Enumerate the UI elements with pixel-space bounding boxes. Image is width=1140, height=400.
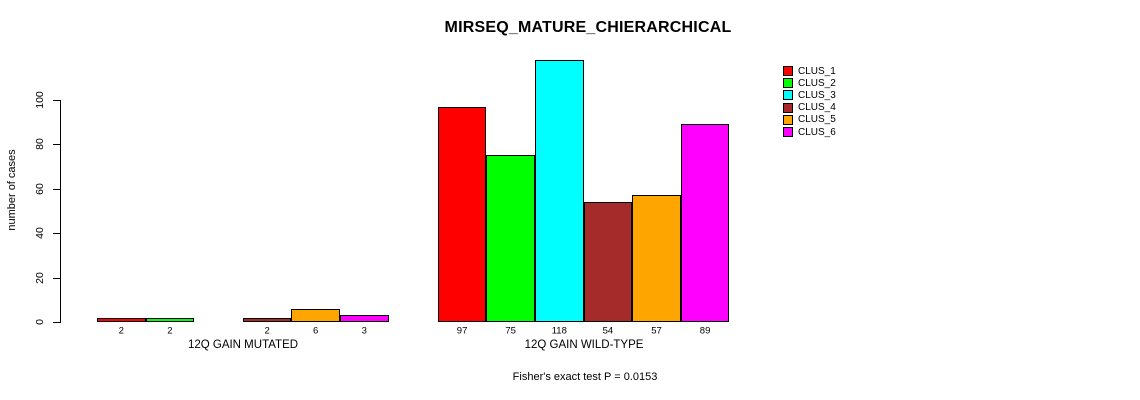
bar-mutated-clus_5: [291, 309, 340, 322]
y-tick-label-0: 0: [34, 319, 46, 325]
legend-item-clus_4: CLUS_4: [783, 102, 836, 114]
bar-wild-type-clus_5: [632, 195, 681, 322]
bar-wild-type-clus_6: [680, 124, 730, 322]
legend-label: CLUS_5: [798, 114, 836, 126]
legend-label: CLUS_2: [798, 77, 836, 89]
legend-swatch-icon: [783, 78, 793, 89]
bar-mutated-clus_4: [242, 318, 292, 322]
bar-value-label: 97: [456, 325, 468, 337]
bar-wild-type-clus_2: [486, 155, 535, 322]
bar-value-label: 6: [313, 325, 319, 337]
bar-mutated-clus_6: [340, 315, 389, 322]
legend-item-clus_3: CLUS_3: [783, 89, 836, 101]
bar-mutated-clus_1: [97, 318, 146, 322]
fisher-test-footnote: Fisher's exact test P = 0.0153: [512, 371, 658, 383]
y-axis-label: number of cases: [6, 149, 18, 231]
legend-item-clus_5: CLUS_5: [783, 114, 836, 126]
y-tick-20: [53, 277, 60, 279]
bar-value-label: 2: [167, 325, 173, 337]
bar-value-label: 118: [551, 325, 567, 337]
legend-item-clus_1: CLUS_1: [783, 65, 836, 77]
legend-swatch-icon: [783, 127, 793, 138]
y-tick-label-80: 80: [34, 138, 46, 151]
bar-wild-type-clus_3: [535, 60, 584, 322]
bar-wild-type-clus_4: [583, 202, 633, 322]
y-tick-0: [53, 322, 60, 323]
legend-swatch-icon: [783, 90, 793, 101]
bar-mutated-clus_2: [145, 318, 195, 322]
bar-value-label: 2: [264, 325, 270, 337]
y-tick-60: [53, 188, 60, 190]
legend-label: CLUS_3: [798, 89, 836, 101]
y-axis-line: [60, 100, 61, 323]
y-tick-label-60: 60: [34, 182, 46, 195]
bar-wild-type-clus_1: [437, 107, 487, 322]
legend-swatch-icon: [783, 66, 793, 77]
bar-value-label: 89: [699, 325, 711, 337]
legend-swatch-icon: [783, 114, 793, 125]
bar-value-label: 57: [651, 325, 662, 337]
bar-value-label: 3: [361, 325, 367, 337]
legend-item-clus_6: CLUS_6: [783, 126, 836, 138]
legend: CLUS_1 CLUS_2 CLUS_3 CLUS_4 CLUS_5 CLUS_6: [783, 65, 836, 138]
y-tick-80: [53, 144, 60, 146]
y-tick-label-20: 20: [34, 271, 46, 284]
legend-swatch-icon: [783, 102, 793, 113]
legend-label: CLUS_4: [798, 102, 836, 114]
bar-value-label: 54: [602, 325, 614, 337]
y-tick-100: [53, 100, 60, 101]
x-group-label-wild-type: 12Q GAIN WILD-TYPE: [524, 339, 644, 351]
bar-value-label: 75: [505, 325, 516, 337]
legend-label: CLUS_6: [798, 126, 836, 138]
bar-value-label: 2: [118, 325, 124, 337]
x-group-label-mutated: 12Q GAIN MUTATED: [187, 339, 299, 351]
y-tick-label-40: 40: [34, 227, 46, 240]
legend-item-clus_2: CLUS_2: [783, 77, 836, 89]
y-tick-label-100: 100: [34, 91, 46, 109]
y-tick-40: [53, 233, 60, 235]
legend-label: CLUS_1: [798, 65, 836, 77]
chart-title: MIRSEQ_MATURE_CHIERARCHICAL: [444, 19, 732, 36]
